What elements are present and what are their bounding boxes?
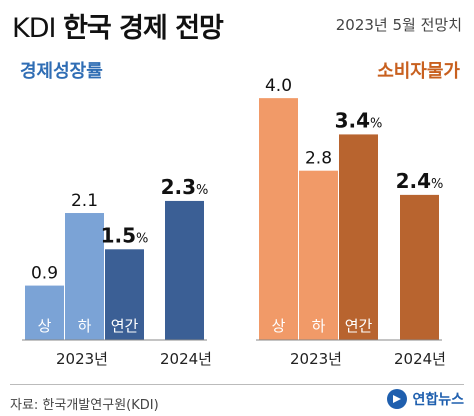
gdp-group-label-1: 2024년 <box>160 350 212 368</box>
cpi-value-number-0: 4.0 <box>265 76 292 96</box>
cpi-value-label-1: 2.8 <box>305 149 332 169</box>
cpi-group-label-0: 2023년 <box>290 350 342 368</box>
title-prefix: KDI <box>12 13 56 44</box>
cpi-bar-1 <box>299 170 338 340</box>
source-note: 자료: 한국개발연구원(KDI) <box>10 398 159 413</box>
cpi-bar-2 <box>339 134 378 340</box>
cpi-value-label-3: 2.4% <box>396 169 444 193</box>
cpi-value-number-2: 3.4 <box>335 108 370 132</box>
gdp-value-label-0: 0.9 <box>31 264 58 284</box>
gdp-value-unit-3: % <box>196 183 208 198</box>
cpi-bar-3 <box>400 194 439 340</box>
page-subtitle: 2023년 5월 전망치 <box>335 16 462 34</box>
page-title: KDI 한국 경제 전망 <box>12 6 224 45</box>
gdp-inner-label-1: 하 <box>78 317 92 335</box>
cpi-inner-label-1: 하 <box>312 317 326 335</box>
cpi-value-label-2: 3.4% <box>335 108 383 132</box>
gdp-value-number-0: 0.9 <box>31 264 58 284</box>
gdp-value-unit-2: % <box>136 231 148 246</box>
cpi-value-label-0: 4.0 <box>265 76 292 96</box>
cpi-bar-0 <box>259 98 298 341</box>
gdp-bar-1 <box>65 213 104 340</box>
gdp-bar-2 <box>105 249 144 340</box>
logo-text: 연합뉴스 <box>412 392 464 408</box>
cpi-value-unit-3: % <box>431 177 443 192</box>
gdp-group-label-0: 2023년 <box>56 350 108 368</box>
gdp-chart-title: 경제성장률 <box>20 61 103 82</box>
cpi-inner-label-2: 연간 <box>345 317 373 335</box>
gdp-value-label-3: 2.3% <box>161 175 209 199</box>
cpi-chart-title: 소비자물가 <box>377 61 460 82</box>
title-main: 한국 경제 전망 <box>63 13 224 44</box>
gdp-inner-label-2: 연간 <box>111 317 139 335</box>
gdp-value-label-1: 2.1 <box>71 191 98 211</box>
cpi-group-label-1: 2024년 <box>394 350 446 368</box>
gdp-inner-label-0: 상 <box>38 317 52 335</box>
cpi-inner-label-0: 상 <box>272 317 286 335</box>
gdp-bar-0 <box>25 285 64 340</box>
logo-mark-icon <box>387 389 408 409</box>
yonhap-logo: 연합뉴스 <box>387 388 464 410</box>
footer-divider <box>10 384 464 385</box>
cpi-value-number-1: 2.8 <box>305 149 332 169</box>
gdp-value-number-2: 1.5 <box>101 223 136 247</box>
gdp-bar-3 <box>165 200 204 340</box>
gdp-value-number-3: 2.3 <box>161 175 196 199</box>
gdp-value-label-2: 1.5% <box>101 223 149 247</box>
gdp-value-number-1: 2.1 <box>71 191 98 211</box>
cpi-value-unit-2: % <box>370 116 382 131</box>
cpi-value-number-3: 2.4 <box>396 169 431 193</box>
